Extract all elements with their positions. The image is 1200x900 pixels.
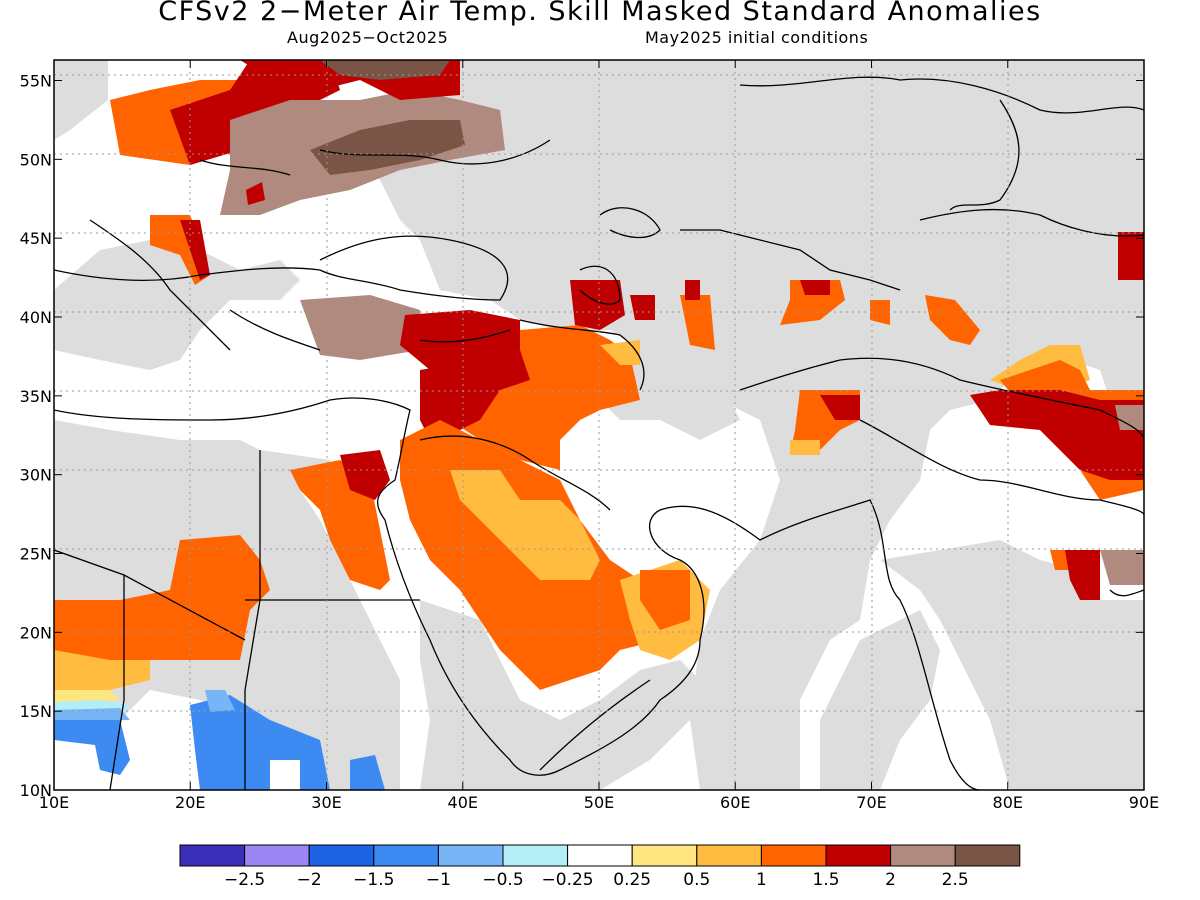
colorbar-label: −2.5 [224,870,265,890]
colorbar-swatch [631,844,698,867]
colorbar-swatch [890,844,956,867]
colorbar-swatch [502,844,569,867]
colorbar-label: −1.5 [353,870,394,890]
colorbar-swatch [373,844,439,867]
axis-ticks [53,60,1145,791]
forecast-period: Aug2025−Oct2025 [287,28,449,47]
colorbar-swatch [696,844,762,867]
colorbar-label: −0.25 [542,870,594,890]
lon-label: 10E [39,793,69,812]
lat-label: 45N [20,229,52,248]
coastlines-borders [54,76,1144,790]
colorbar-label: −1 [426,870,451,890]
lon-label: 80E [993,793,1023,812]
lat-label: 35N [20,387,52,406]
colorbar [179,844,1021,867]
lat-label: 30N [20,466,52,485]
latitude-labels: 55N 50N 45N 40N 35N 30N 25N 20N 15N 10N [20,71,52,800]
lat-label: 40N [20,308,52,327]
lat-label: 20N [20,623,52,642]
lon-label: 20E [175,793,205,812]
lat-label: 15N [20,702,52,721]
colorbar-swatch [179,844,246,867]
colorbar-label: 0.25 [613,870,651,890]
colorbar-swatch [437,844,504,867]
lat-label: 55N [20,71,52,90]
lon-label: 70E [856,793,886,812]
graticule [54,60,1144,790]
longitude-labels: 10E 20E 30E 40E 50E 60E 70E 80E 90E [39,793,1159,812]
map-plot-area [54,60,1144,790]
lat-label: 25N [20,544,52,563]
lat-label: 50N [20,150,52,169]
colorbar-label: 0.5 [683,870,710,890]
lat-label: 10N [20,781,52,800]
colorbar-labels: −2.5 −2 −1.5 −1 −0.5 −0.25 0.25 0.5 1 1.5 2 2.5 [224,870,969,890]
lon-label: 90E [1129,793,1159,812]
colorbar-swatch [567,844,633,867]
lon-label: 60E [720,793,750,812]
lon-label: 40E [448,793,478,812]
warm-anomalies [54,60,1144,705]
colorbar-swatch [825,844,892,867]
colorbar-label: 2.5 [942,870,969,890]
colorbar-swatch [308,844,375,867]
colorbar-label: −0.5 [482,870,523,890]
colorbar-label: 2 [885,870,896,890]
masked-areas [54,60,1144,790]
colorbar-swatch [954,844,1021,867]
colorbar-label: 1 [756,870,767,890]
initial-conditions: May2025 initial conditions [645,28,869,47]
colorbar-swatch [244,844,310,867]
lon-label: 50E [584,793,614,812]
map-title: CFSv2 2−Meter Air Temp. Skill Masked Sta… [158,0,1042,27]
colorbar-swatch [760,844,827,867]
lon-label: 30E [311,793,341,812]
colorbar-label: 1.5 [812,870,839,890]
colorbar-label: −2 [297,870,322,890]
cool-anomalies [54,690,385,790]
